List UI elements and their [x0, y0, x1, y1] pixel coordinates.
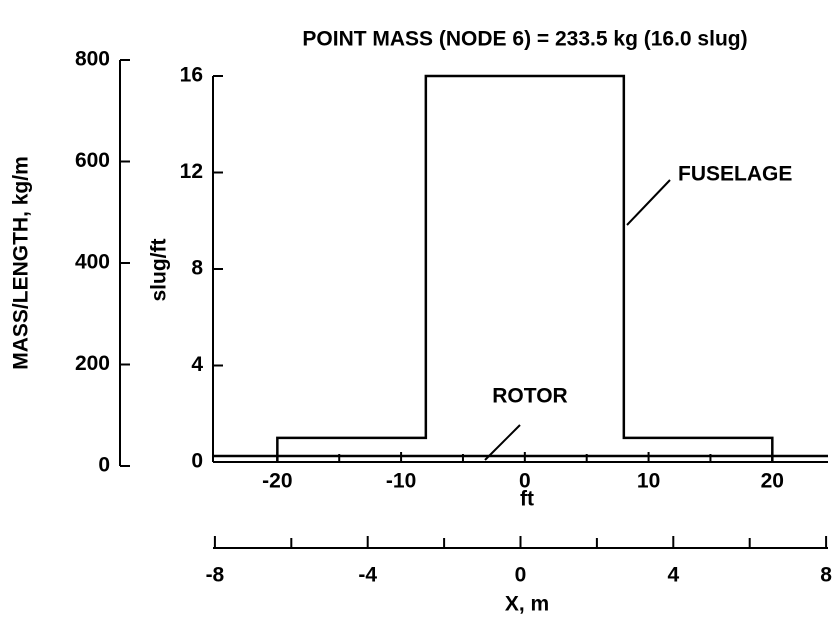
y2-tick-label: 800: [75, 48, 110, 71]
series-label: FUSELAGE: [678, 163, 792, 186]
y-axis-label: slug/ft: [148, 239, 171, 302]
x-tick-label: -20: [262, 470, 292, 493]
x-tick-label: 10: [637, 470, 660, 493]
y-tick-label: 16: [180, 64, 203, 87]
x2-tick-label: 4: [667, 564, 679, 587]
y-tick-label: 0: [191, 450, 203, 473]
fuselage-leader: [626, 179, 671, 226]
y2-tick-label: 0: [98, 454, 110, 477]
rotor-leader: [484, 424, 521, 461]
y-tick-label: 8: [191, 257, 203, 280]
x2-tick-label: -8: [206, 564, 225, 587]
y2-tick-label: 600: [75, 149, 110, 172]
x-tick-label: 0: [519, 470, 531, 493]
x-tick-label: 20: [761, 470, 784, 493]
y2-axis-label: MASS/LENGTH, kg/m: [10, 156, 33, 370]
series-label: ROTOR: [492, 385, 567, 408]
y2-tick-label: 400: [75, 251, 110, 274]
x2-axis-label: X, m: [505, 593, 549, 616]
y2-tick-label: 200: [75, 352, 110, 375]
chart-title: POINT MASS (NODE 6) = 233.5 kg (16.0 slu…: [302, 28, 747, 51]
x2-tick-label: -4: [358, 564, 377, 587]
x-axis-label: ft: [520, 488, 534, 511]
x2-tick-label: 8: [820, 564, 832, 587]
series-line: [276, 74, 774, 462]
y-tick-label: 12: [180, 160, 203, 183]
x2-tick-label: 0: [515, 564, 527, 587]
x-tick-label: -10: [386, 470, 416, 493]
y-tick-label: 4: [191, 353, 203, 376]
